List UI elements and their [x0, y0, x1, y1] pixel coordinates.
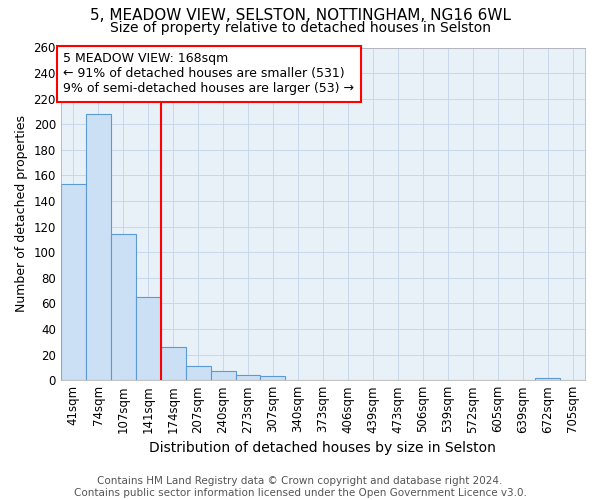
X-axis label: Distribution of detached houses by size in Selston: Distribution of detached houses by size … [149, 441, 496, 455]
Y-axis label: Number of detached properties: Number of detached properties [15, 116, 28, 312]
Bar [185, 366, 211, 380]
Bar [86, 114, 111, 380]
Bar [211, 371, 236, 380]
Text: Contains HM Land Registry data © Crown copyright and database right 2024.
Contai: Contains HM Land Registry data © Crown c… [74, 476, 526, 498]
Bar [161, 347, 185, 380]
Bar [260, 376, 286, 380]
Text: Size of property relative to detached houses in Selston: Size of property relative to detached ho… [110, 21, 491, 35]
Text: 5, MEADOW VIEW, SELSTON, NOTTINGHAM, NG16 6WL: 5, MEADOW VIEW, SELSTON, NOTTINGHAM, NG1… [89, 8, 511, 22]
Text: 5 MEADOW VIEW: 168sqm
← 91% of detached houses are smaller (531)
9% of semi-deta: 5 MEADOW VIEW: 168sqm ← 91% of detached … [64, 52, 355, 96]
Bar [535, 378, 560, 380]
Bar [61, 184, 86, 380]
Bar [111, 234, 136, 380]
Bar [136, 297, 161, 380]
Bar [236, 375, 260, 380]
